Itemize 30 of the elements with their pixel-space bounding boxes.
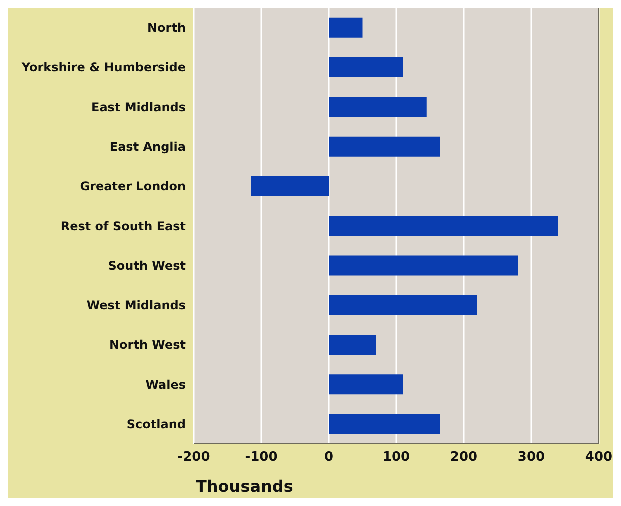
y-tick-label: Greater London	[80, 180, 186, 194]
y-tick-label: East Midlands	[92, 100, 186, 114]
y-tick-label: North	[148, 21, 186, 36]
x-tick-label: 100	[382, 450, 410, 466]
x-tick-label: 400	[585, 450, 613, 466]
x-tick-label: 300	[518, 450, 546, 466]
x-axis-title: Thousands	[196, 477, 294, 496]
bar	[329, 136, 440, 157]
x-tick-label: -200	[178, 450, 210, 466]
bar	[329, 18, 363, 38]
bar	[329, 295, 478, 316]
x-tick-label: 0	[324, 450, 334, 466]
bar	[329, 97, 427, 118]
bar	[329, 374, 404, 395]
bar	[329, 414, 440, 434]
bar	[329, 216, 558, 236]
x-tick-label: -100	[245, 450, 278, 466]
y-tick-label: North West	[110, 338, 186, 352]
y-tick-label: East Anglia	[110, 140, 186, 154]
y-tick-label: Scotland	[126, 417, 186, 432]
y-tick-label: South West	[108, 258, 186, 273]
x-tick-label: 200	[450, 450, 478, 466]
y-tick-label: Wales	[146, 378, 186, 392]
bar	[251, 176, 329, 196]
bar	[329, 256, 518, 276]
bar	[329, 335, 376, 355]
y-tick-label: Rest of South East	[60, 219, 186, 234]
y-tick-label: Yorkshire & Humberside	[20, 60, 186, 75]
bar	[329, 58, 404, 78]
y-tick-label: West Midlands	[86, 298, 186, 313]
